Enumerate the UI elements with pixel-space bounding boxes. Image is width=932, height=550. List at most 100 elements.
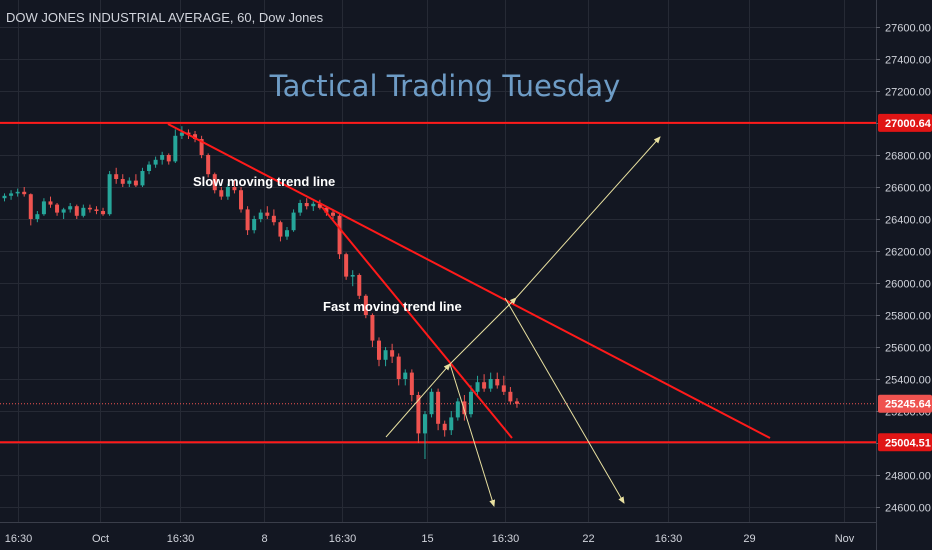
candle-down bbox=[324, 207, 329, 213]
candle-down bbox=[133, 180, 138, 186]
projection-arrow[interactable] bbox=[449, 297, 517, 365]
candle-up bbox=[285, 230, 290, 237]
price-tick-label: 25600.00 bbox=[885, 343, 931, 355]
price-label-text: 27000.64 bbox=[885, 118, 932, 130]
price-tick-label: 26800.00 bbox=[885, 151, 931, 163]
candle-down bbox=[48, 201, 53, 205]
time-tick-label: 16:30 bbox=[492, 533, 520, 545]
candle-down bbox=[271, 215, 276, 223]
time-tick-label: 16:30 bbox=[167, 533, 195, 545]
candle-down bbox=[331, 212, 335, 216]
candle-down bbox=[74, 206, 79, 216]
candle-up bbox=[81, 207, 86, 216]
candle-up bbox=[429, 391, 434, 415]
candle-down bbox=[193, 134, 198, 139]
overlay-title: Tactical Trading Tuesday bbox=[269, 69, 621, 103]
candle-up bbox=[173, 135, 178, 162]
candle-down bbox=[232, 187, 237, 191]
projection-arrow[interactable] bbox=[504, 297, 625, 504]
candle-down bbox=[114, 174, 119, 179]
candle-down bbox=[186, 132, 191, 135]
candle-up bbox=[61, 209, 66, 213]
candle-up bbox=[291, 212, 296, 231]
candle-up bbox=[455, 401, 460, 418]
time-tick-label: Oct bbox=[92, 533, 109, 545]
candle-down bbox=[363, 295, 368, 315]
trend-lines[interactable] bbox=[167, 123, 771, 439]
candle-down bbox=[120, 179, 125, 184]
trend-line[interactable] bbox=[167, 123, 771, 439]
price-tick-label: 27400.00 bbox=[885, 55, 931, 67]
candle-down bbox=[416, 395, 421, 434]
price-label-text: 25004.51 bbox=[885, 437, 931, 449]
candle-down bbox=[28, 194, 33, 219]
candle-down bbox=[239, 190, 244, 210]
candle-down bbox=[514, 401, 519, 404]
candle-down bbox=[501, 385, 506, 392]
candle-down bbox=[219, 190, 224, 197]
candle-up bbox=[475, 382, 480, 392]
candle-up bbox=[107, 174, 112, 215]
candle-down bbox=[508, 391, 513, 402]
time-tick-label: 29 bbox=[743, 533, 755, 545]
candles bbox=[2, 126, 519, 459]
candle-up bbox=[2, 195, 7, 199]
projection-arrow[interactable] bbox=[385, 363, 451, 438]
candle-down bbox=[442, 423, 447, 431]
price-tick-label: 25400.00 bbox=[885, 375, 931, 387]
projection-arrows[interactable] bbox=[385, 136, 661, 507]
price-tick-label: 26600.00 bbox=[885, 183, 931, 195]
candle-up bbox=[15, 191, 20, 194]
candle-up bbox=[488, 379, 493, 389]
candle-up bbox=[68, 206, 73, 210]
candle-down bbox=[337, 215, 342, 255]
candle-up bbox=[449, 417, 454, 431]
candle-up bbox=[383, 350, 388, 360]
time-tick-label: 15 bbox=[421, 533, 433, 545]
candle-down bbox=[482, 382, 487, 389]
projection-arrow[interactable] bbox=[449, 363, 496, 507]
price-tick-label: 26000.00 bbox=[885, 279, 931, 291]
time-tick-label: 16:30 bbox=[655, 533, 683, 545]
candle-up bbox=[35, 214, 40, 219]
price-tick-label: 25800.00 bbox=[885, 311, 931, 323]
candle-up bbox=[153, 159, 158, 165]
candle-down bbox=[245, 209, 250, 231]
candle-up bbox=[225, 187, 230, 197]
candle-up bbox=[147, 164, 152, 171]
candle-up bbox=[298, 203, 303, 213]
price-labels: 27000.64 25245.64 25004.51 bbox=[878, 113, 932, 452]
candle-down bbox=[55, 204, 60, 213]
candle-down bbox=[409, 372, 414, 395]
time-tick-label: Nov bbox=[835, 533, 855, 545]
candle-down bbox=[166, 155, 171, 162]
time-tick-label: 16:30 bbox=[5, 533, 33, 545]
time-axis[interactable]: 16:30 Oct 16:30 8 16:30 15 16:30 22 16:30 29 Nov bbox=[5, 533, 855, 545]
trend-line[interactable] bbox=[321, 206, 513, 439]
candle-down bbox=[101, 211, 106, 215]
candle-up bbox=[179, 132, 184, 136]
candle-down bbox=[436, 391, 441, 424]
price-tick-label: 27200.00 bbox=[885, 87, 931, 99]
candle-down bbox=[265, 212, 270, 216]
candle-down bbox=[370, 315, 375, 341]
candle-down bbox=[212, 174, 217, 191]
projection-arrow[interactable] bbox=[515, 136, 661, 299]
candle-down bbox=[278, 222, 283, 237]
price-axis[interactable]: 27600.0027400.0027200.0027000.0026800.00… bbox=[876, 23, 931, 515]
candle-up bbox=[350, 275, 355, 277]
candle-down bbox=[396, 356, 401, 379]
candle-down bbox=[390, 350, 395, 357]
candle-down bbox=[357, 275, 362, 296]
time-tick-label: 16:30 bbox=[329, 533, 357, 545]
candle-up bbox=[160, 155, 165, 160]
candle-down bbox=[199, 139, 204, 155]
time-tick-label: 22 bbox=[582, 533, 594, 545]
candle-down bbox=[94, 209, 99, 211]
price-label-box bbox=[878, 433, 932, 452]
candle-up bbox=[468, 391, 473, 415]
candle-up bbox=[41, 201, 46, 215]
price-tick-label: 24600.00 bbox=[885, 503, 931, 515]
